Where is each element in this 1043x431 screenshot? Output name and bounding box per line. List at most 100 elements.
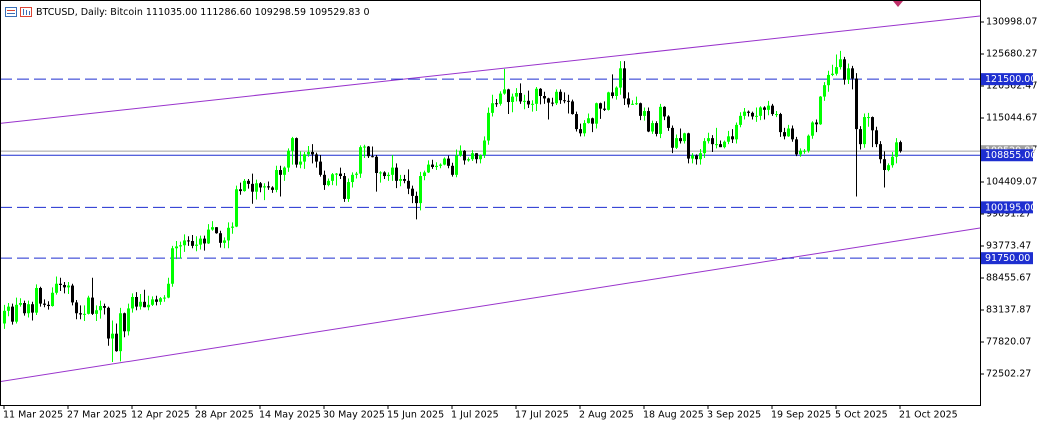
candle-body <box>599 103 602 109</box>
candle-body <box>607 92 610 110</box>
candle-body <box>643 111 646 116</box>
candle-body <box>523 100 526 102</box>
x-tick-label: 28 Apr 2025 <box>195 410 254 421</box>
candle-body <box>103 306 106 308</box>
candle-body <box>167 283 170 298</box>
header-icons <box>5 7 32 17</box>
candle-body <box>307 151 310 155</box>
candle-body <box>791 128 794 140</box>
x-tick-label: 12 Apr 2025 <box>131 410 190 421</box>
candle-body <box>323 174 326 186</box>
candle-body <box>43 303 46 305</box>
candle-body <box>199 238 202 245</box>
candle-body <box>287 150 290 168</box>
candle-body <box>603 108 606 110</box>
candle-body <box>667 116 670 128</box>
candle-body <box>211 227 214 230</box>
candle-body <box>711 138 714 145</box>
candle-body <box>443 158 446 165</box>
candle-body <box>391 167 394 175</box>
candle-body <box>179 245 182 247</box>
candle-body <box>555 91 558 104</box>
x-tick-label: 30 May 2025 <box>323 410 385 421</box>
candle-body <box>299 161 302 165</box>
candle-body <box>147 304 150 308</box>
candle-body <box>191 241 194 246</box>
candle-body <box>563 100 566 102</box>
candle-body <box>359 147 362 174</box>
candle-body <box>879 144 882 160</box>
candle-body <box>495 103 498 105</box>
candle-body <box>451 165 454 175</box>
candle-body <box>559 91 562 101</box>
candle-body <box>427 164 430 173</box>
x-tick-label: 21 Oct 2025 <box>899 410 958 421</box>
level-label: 91750.00 <box>985 253 1030 264</box>
candle-body <box>303 154 306 162</box>
candle-body <box>835 67 838 74</box>
candle-body <box>355 173 358 175</box>
candle-body <box>11 306 14 322</box>
candle-body <box>755 115 758 117</box>
x-tick-label: 1 Jul 2025 <box>451 410 499 421</box>
candle-body <box>91 297 94 314</box>
x-tick-label: 2 Aug 2025 <box>579 410 634 421</box>
candle-body <box>587 118 590 124</box>
candle-body <box>663 106 666 117</box>
y-tick-label: 125680.27 <box>986 48 1037 59</box>
level-label-box <box>981 73 1033 86</box>
candle-body <box>327 180 330 186</box>
y-tick-label: 72502.27 <box>986 369 1031 380</box>
candle-body <box>887 165 890 171</box>
candle-body <box>187 240 190 242</box>
candle-body <box>139 301 142 307</box>
y-tick-label: 104409.07 <box>986 177 1037 188</box>
candle-body <box>19 303 22 305</box>
candle-body <box>475 153 478 160</box>
x-tick-label: 11 Mar 2025 <box>3 410 63 421</box>
candle-body <box>459 150 462 156</box>
candle-body <box>51 292 54 307</box>
x-tick-label: 3 Sep 2025 <box>707 410 761 421</box>
candle-body <box>707 138 710 142</box>
candle-body <box>263 186 266 188</box>
candle-body <box>163 297 166 299</box>
candle-body <box>431 164 434 168</box>
candle-body <box>227 227 230 241</box>
candle-body <box>235 189 238 227</box>
candle-body <box>775 114 778 116</box>
candle-body <box>343 176 346 199</box>
candle-body <box>155 299 158 302</box>
candle-body <box>463 150 466 161</box>
candle-body <box>743 111 746 116</box>
candle-body <box>347 182 350 199</box>
candle-body <box>23 303 26 314</box>
candle-body <box>811 122 814 136</box>
candle-body <box>271 187 274 190</box>
candle-body <box>339 173 342 177</box>
candle-body <box>223 240 226 243</box>
candle-body <box>467 159 470 161</box>
candle-body <box>715 144 718 146</box>
candle-body <box>763 107 766 110</box>
candle-body <box>123 313 126 332</box>
candle-body <box>851 68 854 79</box>
x-tick-label: 19 Sep 2025 <box>771 410 831 421</box>
y-tick-label: 115044.67 <box>986 113 1037 124</box>
candle-body <box>491 103 494 113</box>
candle-body <box>99 306 102 311</box>
y-tick-label: 99091.27 <box>986 209 1031 220</box>
candle-body <box>615 87 618 97</box>
candle-body <box>243 180 246 192</box>
candle-body <box>319 161 322 175</box>
level-label: 100195.00 <box>985 202 1036 213</box>
candle-body <box>75 302 78 314</box>
candle-body <box>867 117 870 119</box>
chart-title: BTCUSD, Daily: Bitcoin 111035.00 111286.… <box>36 7 370 18</box>
candle-body <box>71 285 74 303</box>
candle-body <box>611 92 614 97</box>
candle-body <box>859 129 862 145</box>
candle-body <box>255 183 258 192</box>
